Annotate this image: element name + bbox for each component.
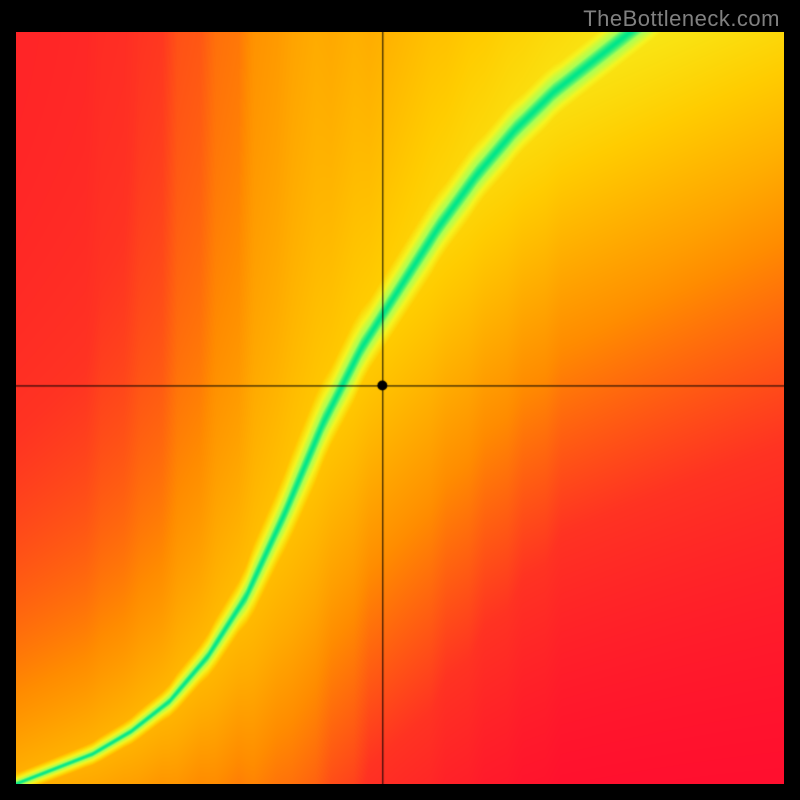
heatmap-canvas bbox=[16, 32, 784, 784]
heatmap-plot bbox=[16, 32, 784, 784]
watermark-label: TheBottleneck.com bbox=[583, 6, 780, 32]
